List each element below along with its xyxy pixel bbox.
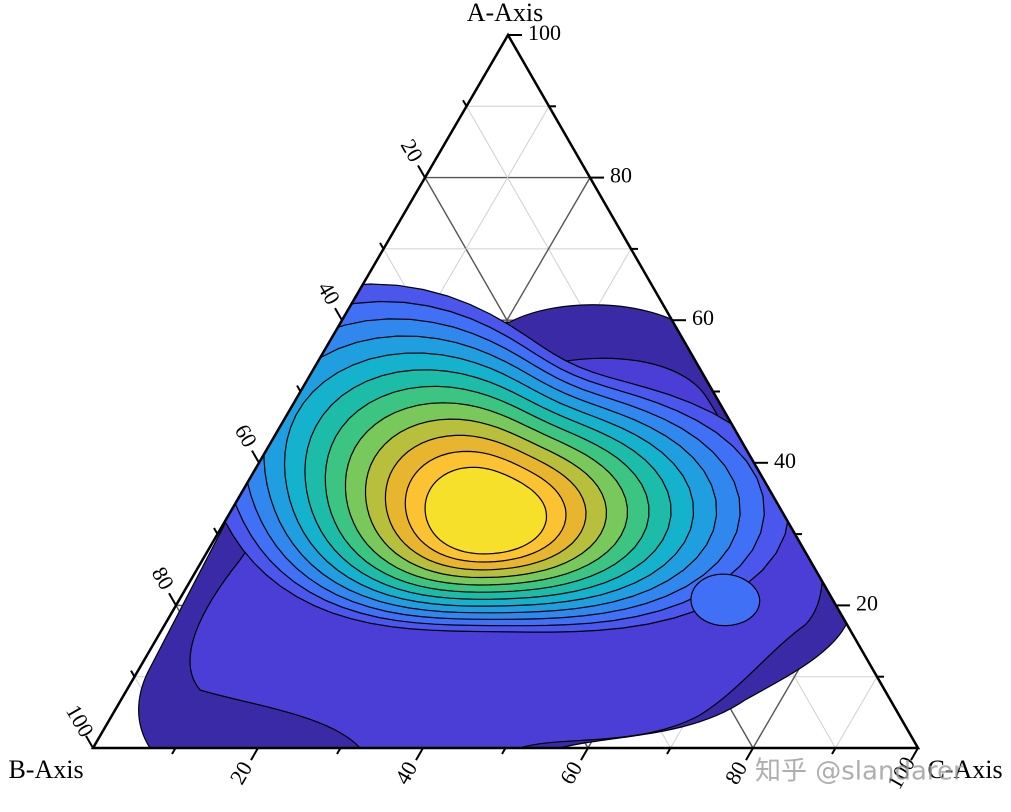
minor-tick — [171, 747, 177, 755]
tick — [910, 747, 919, 761]
tick — [251, 450, 260, 464]
contour-level — [690, 573, 761, 627]
tick-label: 40 — [774, 448, 796, 473]
tick — [250, 747, 259, 761]
minor-grid-line — [835, 676, 878, 749]
minor-tick — [831, 747, 837, 755]
minor-tick — [462, 99, 468, 107]
tick-label: 60 — [230, 420, 263, 452]
minor-tick — [336, 747, 342, 755]
tick-label: 20 — [396, 135, 429, 167]
tick-label: 80 — [610, 163, 632, 188]
tick — [417, 164, 426, 179]
tick-label: 20 — [225, 757, 258, 789]
tick — [334, 307, 343, 321]
minor-tick — [666, 747, 672, 755]
minor-tick — [130, 670, 136, 678]
tick — [85, 735, 94, 749]
tick — [415, 747, 424, 761]
tick-label: 80 — [147, 562, 180, 594]
watermark: 知乎 @slandarer — [755, 757, 964, 787]
b-axis-title: B-Axis — [8, 755, 83, 784]
tick-label: 80 — [720, 757, 753, 789]
minor-tick — [379, 242, 385, 250]
tick-label: 40 — [390, 757, 423, 789]
tick-label: 60 — [555, 757, 588, 789]
c-axis-title: C-Axis — [927, 755, 1002, 784]
tick-label: 20 — [856, 590, 878, 615]
minor-tick — [213, 527, 219, 535]
tick — [580, 747, 589, 761]
tick-label: 60 — [692, 305, 714, 330]
tick — [745, 747, 754, 761]
contour-level — [424, 466, 548, 555]
tick-label: 40 — [313, 277, 346, 309]
a-axis-title: A-Axis — [467, 0, 544, 27]
tick-label: 100 — [61, 700, 99, 741]
tick-label: 100 — [528, 20, 561, 45]
contour-core — [200, 283, 790, 633]
minor-tick — [296, 384, 302, 393]
minor-tick — [501, 747, 507, 755]
tick — [168, 592, 177, 606]
